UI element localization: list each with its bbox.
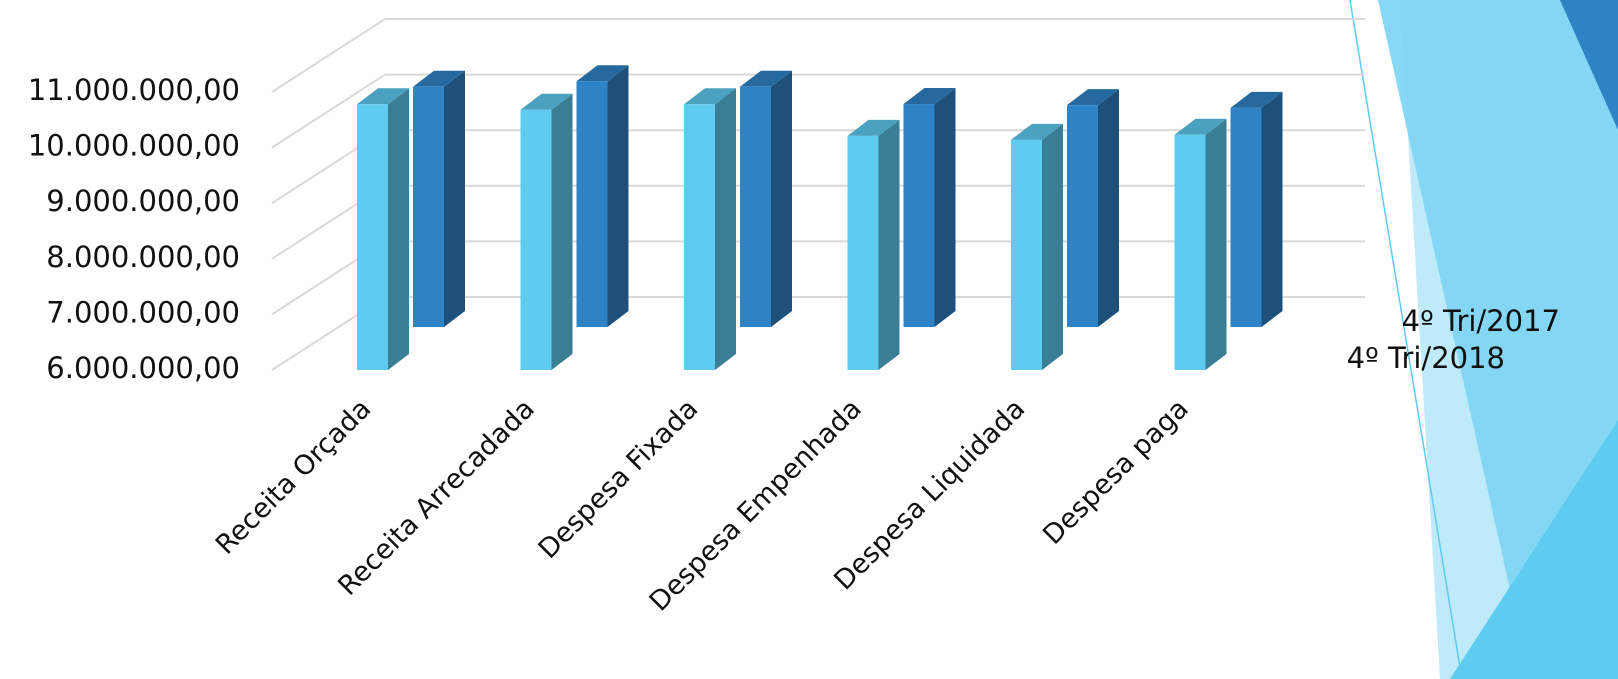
bar-side: [878, 119, 900, 370]
bar: [1067, 89, 1119, 327]
bar-side: [771, 70, 792, 328]
bar: [903, 88, 956, 327]
bar-front: [740, 86, 771, 327]
bar-front: [1011, 139, 1042, 370]
bar-front: [357, 104, 388, 371]
bar-side: [444, 70, 465, 328]
bar-side: [1098, 89, 1119, 327]
y-tick-label: 8.000.000,00: [46, 240, 240, 274]
y-tick-label: 9.000.000,00: [46, 184, 240, 218]
grid-line: [271, 73, 386, 149]
y-tick-label: 11.000.000,00: [28, 73, 240, 107]
bar-front: [576, 81, 608, 327]
bar: [357, 88, 409, 371]
bar-side: [388, 88, 409, 371]
bar-top: [903, 88, 956, 105]
bar-top: [413, 70, 465, 87]
bar-front: [847, 135, 879, 370]
legend-entry: 4º Tri/2018: [1347, 341, 1505, 375]
x-tick-label: Receita Orçada: [210, 393, 377, 560]
x-tick-label: Despesa Fixada: [533, 393, 705, 565]
bar-top: [357, 88, 409, 105]
y-tick-label: 6.000.000,00: [46, 351, 240, 385]
bar: [520, 93, 573, 371]
bar-front: [1174, 134, 1206, 370]
bar-top: [740, 70, 792, 87]
bar-top: [1011, 123, 1063, 140]
bar: [576, 65, 629, 328]
bar-side: [934, 88, 956, 327]
y-tick-label: 10.000.000,00: [28, 129, 240, 163]
bar-front: [520, 109, 552, 371]
grid-line: [271, 18, 386, 93]
bar-front: [684, 104, 715, 371]
bar-top: [847, 119, 900, 136]
bar-side: [607, 65, 629, 328]
y-tick-label: 7.000.000,00: [46, 295, 240, 329]
slide-decoration: [1349, 0, 1618, 679]
bar-top: [1174, 118, 1227, 135]
bar: [1230, 91, 1283, 327]
bar-top: [576, 65, 629, 82]
x-tick-label: Despesa paga: [1037, 393, 1195, 551]
bar-side: [1042, 123, 1063, 370]
bar-top: [520, 93, 573, 110]
bar-front: [903, 104, 935, 327]
bar: [684, 88, 736, 371]
bar: [1011, 123, 1063, 370]
bar-side: [1261, 91, 1283, 327]
bar: [413, 70, 465, 328]
bar-front: [413, 86, 444, 327]
bar-front: [1067, 105, 1098, 327]
legend-entry: 4º Tri/2017: [1402, 304, 1560, 338]
bar: [1174, 118, 1227, 370]
bar: [847, 119, 900, 370]
bar-side: [1205, 118, 1227, 370]
bar-top: [1230, 91, 1283, 108]
bar: [740, 70, 792, 328]
bar-side: [551, 93, 573, 371]
bar-front: [1230, 107, 1262, 327]
bar-side: [715, 88, 736, 371]
bar-top: [684, 88, 736, 105]
bar-top: [1067, 89, 1119, 106]
